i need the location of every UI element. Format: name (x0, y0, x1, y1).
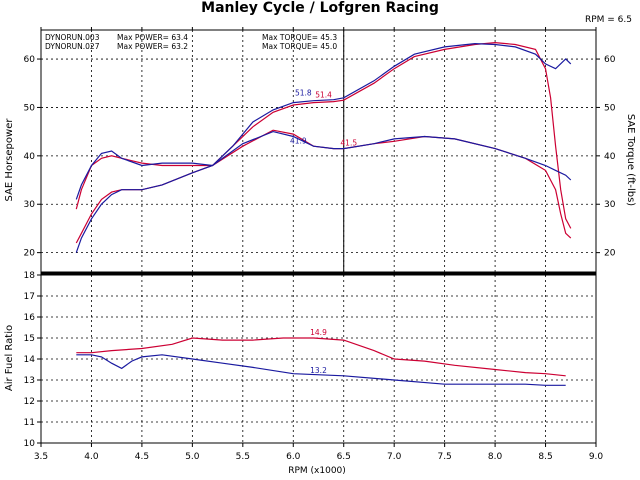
legend-run1-torque: Max TORQUE= 45.3 (262, 33, 337, 42)
series-line-dynorun-027-power (75, 42, 572, 253)
x-tick-label: 9.0 (589, 452, 604, 462)
chart-title: Manley Cycle / Lofgren Racing (201, 0, 439, 16)
legend-run2-name: DYNORUN.027 (45, 42, 100, 51)
air-fuel-panel: 3.5 4.0 4.5 5.0 5.5 6.0 6.5 7.0 7.5 8.0 8.5 9.0 10 11… (24, 271, 604, 462)
x-tick-label: 4.0 (84, 452, 99, 462)
y-tick-label: 13 (24, 376, 35, 386)
y-tick-label: 16 (24, 313, 36, 323)
y2-tick-label: 40 (604, 152, 616, 162)
series-line-dynorun-003-torque (75, 129, 572, 239)
y-tick-label: 50 (24, 103, 36, 113)
legend-run1-power: Max POWER= 63.4 (117, 33, 188, 42)
y2-tick-label: 30 (604, 200, 616, 210)
legend: DYNORUN.003 Max POWER= 63.4 Max TORQUE= … (45, 33, 337, 51)
data-label: 13.2 (310, 366, 327, 375)
data-label: 14.9 (310, 328, 327, 337)
x-tick-label: 6.5 (337, 452, 351, 462)
data-label: 41.9 (290, 137, 307, 146)
data-label: 51.4 (315, 91, 332, 100)
y-tick-label: 40 (24, 152, 36, 162)
y2-tick-label: 20 (604, 249, 616, 259)
power-torque-panel: 20 20 30 30 40 40 50 50 60 60 51.8 51.4 41.9 41.5 (24, 27, 616, 276)
x-tick-label: 7.0 (387, 452, 402, 462)
x-tick-label: 8.0 (488, 452, 503, 462)
y-axis-label-afr: Air Fuel Ratio (4, 325, 15, 391)
legend-run2-power: Max POWER= 63.2 (117, 42, 188, 51)
legend-run2-torque: Max TORQUE= 45.0 (262, 42, 337, 51)
x-tick-label: 3.5 (34, 452, 48, 462)
y-tick-label: 17 (24, 292, 35, 302)
y-tick-label: 20 (24, 249, 36, 259)
x-axis-label: RPM (x1000) (288, 466, 346, 476)
x-tick-label: 5.5 (236, 452, 250, 462)
y-tick-label: 30 (24, 200, 36, 210)
y2-axis-label-torque: SAE Torque (ft-lbs) (625, 114, 636, 206)
data-label: 51.8 (295, 89, 312, 98)
series-line-dynorun-003 (76, 337, 566, 377)
legend-run1-name: DYNORUN.003 (45, 33, 100, 42)
x-tick-label: 8.5 (538, 452, 552, 462)
y-tick-label: 10 (24, 439, 36, 449)
x-tick-label: 6.0 (286, 452, 301, 462)
data-label: 41.5 (340, 139, 357, 148)
series-line-dynorun-027-torque (75, 130, 572, 200)
x-tick-label: 7.5 (437, 452, 451, 462)
series-line-dynorun-027 (76, 354, 566, 386)
y2-tick-label: 50 (604, 103, 616, 113)
series-line-dynorun-003-power (75, 41, 572, 244)
rpm-readout: RPM = 6.5 (585, 15, 632, 25)
x-tick-label: 5.0 (185, 452, 200, 462)
y-axis-label-power: SAE Horsepower (4, 118, 15, 202)
y2-tick-label: 60 (604, 55, 616, 65)
plot-frame (40, 29, 597, 273)
y-tick-label: 15 (24, 334, 35, 344)
y-tick-label: 11 (24, 418, 35, 428)
panel-separator (41, 272, 596, 275)
y-tick-label: 14 (24, 355, 36, 365)
y-tick-label: 60 (24, 55, 36, 65)
y-tick-label: 12 (24, 397, 35, 407)
x-tick-label: 4.5 (135, 452, 149, 462)
y-tick-label: 18 (24, 271, 36, 281)
